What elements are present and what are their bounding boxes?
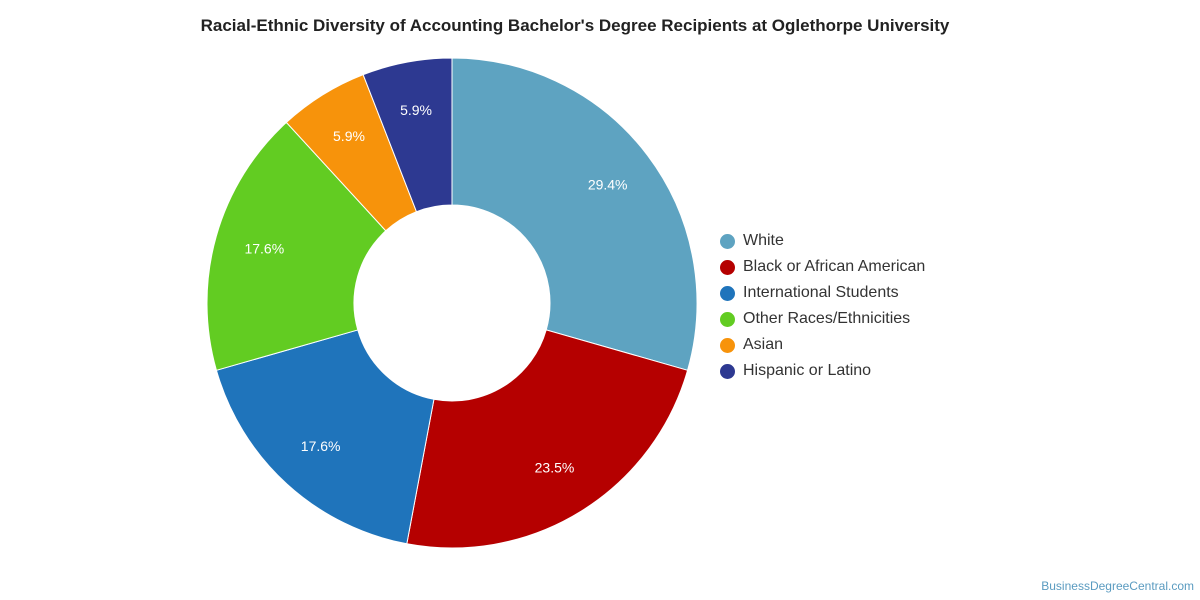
legend-swatch-icon [720, 233, 735, 249]
legend-item-3[interactable]: Other Races/Ethnicities [720, 306, 925, 332]
slice-label-4: 5.9% [333, 128, 365, 144]
slice-label-0: 29.4% [588, 176, 628, 192]
legend-swatch-icon [720, 363, 735, 379]
slice-label-5: 5.9% [400, 102, 432, 118]
legend-label: Other Races/Ethnicities [743, 310, 911, 327]
slice-label-2: 17.6% [301, 438, 341, 454]
legend-swatch-icon [720, 285, 735, 301]
legend-label: White [743, 232, 784, 249]
pie-slice-3[interactable] [206, 121, 387, 371]
chart-legend: White Black or African American Internatio… [720, 228, 925, 384]
legend-item-5[interactable]: Hispanic or Latino [720, 358, 925, 384]
legend-label: International Students [743, 284, 899, 301]
legend-item-2[interactable]: International Students [720, 280, 925, 306]
legend-label: Asian [743, 336, 784, 353]
pie-slice-5[interactable] [362, 57, 453, 213]
source-credit-link[interactable]: BusinessDegreeCentral.com [1041, 579, 1194, 593]
legend-item-0[interactable]: White [720, 228, 925, 254]
slice-label-3: 17.6% [244, 241, 284, 257]
legend-swatch-icon [720, 337, 735, 353]
legend-swatch-icon [720, 311, 735, 327]
legend-swatch-icon [720, 259, 735, 275]
legend-label: Hispanic or Latino [743, 362, 872, 379]
slice-label-1: 23.5% [535, 460, 575, 476]
pie-slice-1[interactable] [406, 329, 689, 549]
legend-item-4[interactable]: Asian [720, 332, 925, 358]
pie-slice-0[interactable] [451, 57, 698, 371]
pie-slice-2[interactable] [215, 329, 435, 545]
legend-label: Black or African American [743, 258, 926, 275]
chart-title: Racial-Ethnic Diversity of Accounting Ba… [200, 16, 950, 35]
legend-item-1[interactable]: Black or African American [720, 254, 925, 280]
